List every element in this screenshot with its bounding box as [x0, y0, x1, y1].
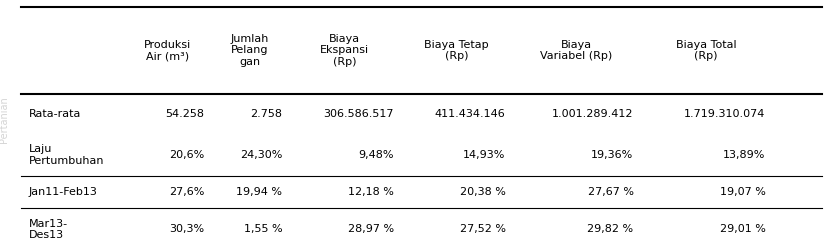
Text: 24,30%: 24,30%: [240, 150, 282, 160]
Text: 19,07 %: 19,07 %: [719, 187, 766, 197]
Text: Biaya
Variabel (Rp): Biaya Variabel (Rp): [540, 40, 612, 61]
Text: Produksi
Air (m³): Produksi Air (m³): [144, 40, 191, 61]
Text: Biaya Total
(Rp): Biaya Total (Rp): [676, 40, 737, 61]
Text: 9,48%: 9,48%: [358, 150, 394, 160]
Text: Biaya Tetap
(Rp): Biaya Tetap (Rp): [424, 40, 489, 61]
Text: 13,89%: 13,89%: [724, 150, 766, 160]
Text: 27,67 %: 27,67 %: [587, 187, 634, 197]
Text: 20,6%: 20,6%: [169, 150, 204, 160]
Text: 1,55 %: 1,55 %: [244, 224, 282, 234]
Text: 54.258: 54.258: [165, 109, 204, 119]
Text: 27,52 %: 27,52 %: [459, 224, 506, 234]
Text: 29,01 %: 29,01 %: [719, 224, 766, 234]
Text: 411.434.146: 411.434.146: [434, 109, 506, 119]
Text: Pertanian: Pertanian: [0, 97, 9, 143]
Text: 28,97 %: 28,97 %: [348, 224, 394, 234]
Text: 306.586.517: 306.586.517: [324, 109, 394, 119]
Text: 1.001.289.412: 1.001.289.412: [552, 109, 634, 119]
Text: 29,82 %: 29,82 %: [587, 224, 634, 234]
Text: Laju
Pertumbuhan: Laju Pertumbuhan: [29, 144, 104, 166]
Text: 2.758: 2.758: [250, 109, 282, 119]
Text: 19,94 %: 19,94 %: [236, 187, 282, 197]
Text: 20,38 %: 20,38 %: [459, 187, 506, 197]
Text: 1.719.310.074: 1.719.310.074: [684, 109, 766, 119]
Text: 12,18 %: 12,18 %: [348, 187, 394, 197]
Text: Jan11-Feb13: Jan11-Feb13: [29, 187, 97, 197]
Text: 14,93%: 14,93%: [463, 150, 506, 160]
Text: 30,3%: 30,3%: [169, 224, 204, 234]
Text: Jumlah
Pelang
gan: Jumlah Pelang gan: [230, 34, 269, 67]
Text: 19,36%: 19,36%: [591, 150, 634, 160]
Text: Rata-rata: Rata-rata: [29, 109, 81, 119]
Text: 27,6%: 27,6%: [169, 187, 204, 197]
Text: Mar13-
Des13: Mar13- Des13: [29, 218, 68, 240]
Text: Biaya
Ekspansi
(Rp): Biaya Ekspansi (Rp): [320, 34, 369, 67]
